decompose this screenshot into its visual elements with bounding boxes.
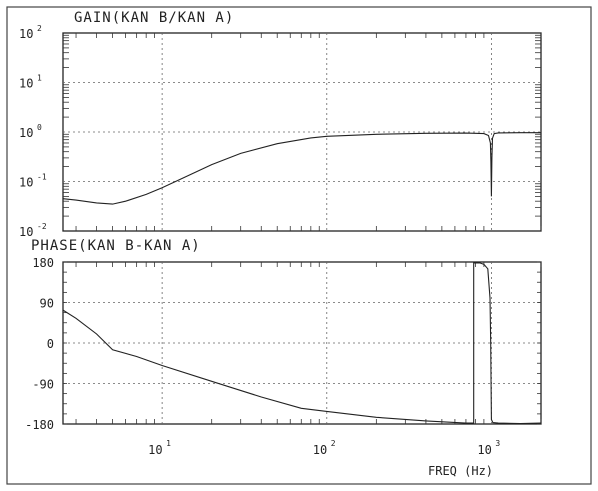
gain-y-tick-label: 10 (19, 176, 33, 190)
gain-title: GAIN(KAN B/KAN A) (74, 10, 234, 26)
phase-y-tick-label: 180 (32, 256, 54, 270)
phase-y-tick-labels: 180 90 0 -90 -180 (25, 256, 54, 432)
x-tick-label: 10 (313, 443, 327, 457)
gain-y-tick-labels: 10 2 10 1 10 0 10 -1 10 -2 (19, 24, 47, 239)
gain-y-tick-exponent: 1 (37, 74, 42, 83)
phase-series-line (62, 262, 542, 425)
phase-y-tick-label: 0 (47, 337, 54, 351)
phase-title: PHASE(KAN B-KAN A) (31, 238, 201, 254)
phase-y-tick-label: 90 (40, 297, 54, 311)
gain-y-tick-label: 10 (19, 27, 33, 41)
gain-y-tick-label: 10 (19, 77, 33, 91)
x-tick-exponent: 2 (331, 439, 336, 448)
gain-series-line (62, 132, 541, 205)
gain-y-tick-exponent: 0 (37, 123, 42, 132)
x-axis-label: FREQ (Hz) (428, 464, 493, 478)
phase-grid (63, 262, 541, 424)
phase-y-tick-label: -180 (25, 418, 54, 432)
phase-minor-ticks (63, 261, 542, 425)
x-tick-exponent: 1 (166, 439, 171, 448)
gain-y-tick-exponent: 2 (37, 24, 42, 33)
x-tick-exponent: 3 (495, 439, 500, 448)
gain-grid (63, 33, 541, 231)
x-tick-label: 10 (148, 443, 162, 457)
gain-y-tick-exponent: -1 (37, 173, 47, 182)
gain-minor-ticks (63, 33, 542, 231)
frame (6, 6, 592, 485)
x-tick-labels: 10 1 10 2 10 3 (148, 439, 500, 457)
gain-y-tick-label: 10 (19, 126, 33, 140)
gain-y-tick-label: 10 (19, 225, 33, 239)
phase-y-tick-label: -90 (32, 378, 54, 392)
gain-y-tick-exponent: -2 (37, 222, 47, 231)
x-tick-label: 10 (477, 443, 491, 457)
